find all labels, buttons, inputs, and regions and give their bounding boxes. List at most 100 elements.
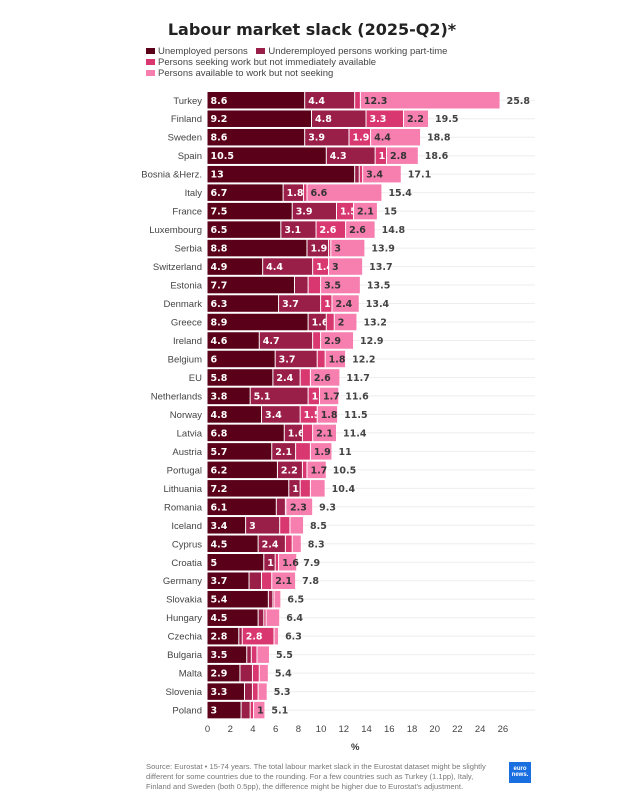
x-tick-label: 18 [407, 724, 418, 735]
data-label: 1.6 [282, 558, 299, 569]
data-label: 1.8 [329, 354, 346, 365]
bar-segment [207, 332, 259, 349]
total-label: 7.9 [303, 558, 320, 569]
bar-segment [249, 572, 262, 589]
x-tick-label: 24 [475, 724, 486, 735]
total-label: 13.2 [363, 318, 386, 329]
data-label: 4.5 [211, 539, 228, 550]
data-label: 3.7 [279, 354, 296, 365]
bar-segment [308, 387, 319, 405]
data-label: 4.4 [374, 133, 391, 144]
bar-segment [207, 406, 262, 423]
category-label: Bulgaria [167, 650, 203, 661]
data-label: 4.8 [211, 410, 228, 421]
bar-segment [207, 92, 305, 109]
category-label: Greece [171, 318, 202, 329]
data-label: 4.9 [211, 262, 228, 273]
data-label: 5.4 [211, 595, 228, 606]
data-label: 2.8 [211, 632, 228, 643]
bar-segment [281, 221, 316, 238]
bar-segment [280, 517, 290, 534]
bar-segment [207, 424, 284, 442]
data-label: 3.7 [211, 576, 228, 587]
bar-segment [262, 406, 300, 423]
bar-segment [251, 646, 257, 663]
euronews-logo: euro news. [509, 762, 531, 783]
data-label: 2.9 [324, 336, 341, 347]
data-label: 5.8 [211, 373, 228, 384]
bar-segment [355, 165, 359, 183]
data-label: 4.3 [330, 151, 347, 162]
data-label: 3.5 [211, 650, 228, 661]
bar-segment [207, 350, 275, 368]
bar-segment [207, 295, 279, 312]
bar-segment [258, 683, 267, 700]
legend-label: Underemployed persons working part-time [268, 46, 448, 57]
bar-segment [316, 221, 346, 238]
data-label: 2 [338, 318, 345, 329]
data-label: 2.1 [275, 447, 292, 458]
legend-swatch [146, 70, 155, 77]
data-label: 5 [211, 558, 218, 569]
legend-item: Underemployed persons working part-time [256, 46, 447, 57]
data-label: 2.8 [390, 151, 407, 162]
bar-segment [207, 258, 263, 275]
data-label: 2.6 [349, 225, 366, 236]
bar-segment [300, 406, 317, 423]
bar-segment [257, 646, 269, 663]
bar-segment [242, 627, 274, 645]
data-label: 7.7 [211, 281, 228, 292]
bar-segment [207, 369, 273, 386]
category-label: Spain [178, 151, 202, 162]
bar-segment [207, 184, 283, 201]
bar-segment [292, 535, 301, 553]
category-label: Romania [164, 502, 203, 513]
category-label: Denmark [163, 299, 202, 310]
bar-segment [355, 92, 360, 109]
data-label: 6.8 [211, 428, 228, 439]
data-label: 1 [267, 558, 274, 569]
legend-item: Persons available to work but not seekin… [146, 68, 333, 79]
x-tick-label: 26 [498, 724, 509, 735]
total-label: 13.5 [367, 281, 390, 292]
total-label: 6.4 [286, 613, 303, 624]
bar-segment [258, 609, 264, 626]
bar-segment [349, 128, 371, 146]
bar-segment [332, 295, 359, 312]
bar-segment [279, 554, 297, 571]
data-label: 5.1 [254, 391, 271, 402]
category-label: Lithuania [163, 484, 202, 495]
bar-segment [285, 498, 287, 516]
bar-segment [207, 646, 247, 663]
data-label: 10.5 [211, 151, 234, 162]
category-label: Croatia [171, 558, 202, 569]
legend-swatch [256, 48, 266, 55]
bar-segment [273, 590, 274, 608]
bar-segment [354, 202, 377, 220]
data-label: 1.8 [321, 410, 338, 421]
bar-segment [207, 276, 294, 294]
category-label: Estonia [170, 281, 202, 292]
data-label: 1.9 [314, 447, 331, 458]
bar-segment [326, 147, 375, 164]
bar-segment [404, 110, 429, 127]
data-label: 3.3 [211, 687, 228, 698]
bar-segment [287, 498, 313, 516]
data-label: 9.2 [211, 114, 228, 125]
bar-segment [304, 184, 307, 201]
total-label: 6.5 [287, 595, 304, 606]
bar-segment [386, 147, 418, 164]
data-label: 3 [211, 706, 218, 717]
bar-segment [284, 424, 302, 442]
bar-segment [307, 461, 326, 479]
bar-segment [207, 590, 268, 608]
data-label: 7.5 [211, 207, 228, 218]
category-label: EU [189, 373, 202, 384]
data-label: 2.3 [290, 502, 307, 513]
bar-segment [272, 572, 296, 589]
legend-item: Persons seeking work but not immediately… [146, 57, 376, 68]
bar-segment [207, 165, 355, 183]
x-tick-label: 4 [250, 724, 255, 735]
legend: Unemployed persons Underemployed persons… [146, 46, 453, 79]
bar-segment [207, 147, 326, 164]
